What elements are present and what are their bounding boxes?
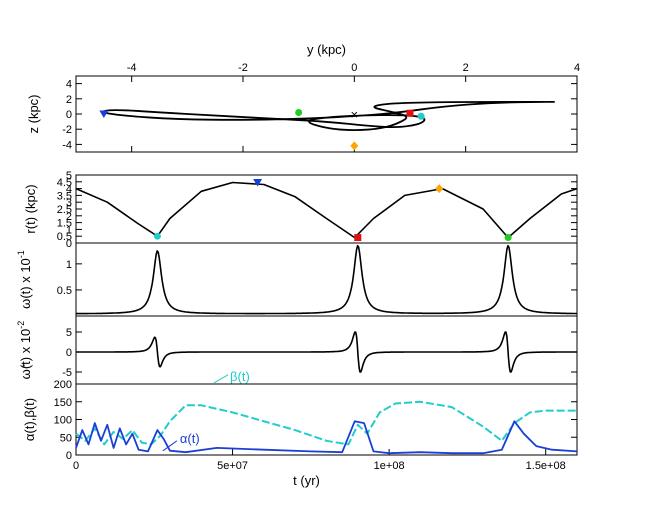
y-tick-label: 5 bbox=[66, 327, 72, 339]
orbit-marker-circle bbox=[295, 108, 303, 116]
radius-marker-circle bbox=[504, 234, 512, 242]
x-tick-label: 2 bbox=[463, 62, 469, 74]
y-tick-label: 1 bbox=[66, 259, 72, 271]
orbit-marker-diamond bbox=[350, 141, 359, 151]
orbit-marker-square bbox=[406, 109, 414, 117]
y-axis-label: α(t),β(t) bbox=[22, 398, 37, 441]
y-tick-label: -2 bbox=[62, 124, 72, 136]
y-tick-label: 2.5 bbox=[57, 204, 72, 216]
x-tick-label: 4 bbox=[574, 62, 580, 74]
omega-line bbox=[76, 244, 577, 315]
y-tick-label: 0 bbox=[66, 238, 72, 250]
beta-annotation: β(t) bbox=[230, 369, 250, 384]
center-marker: × bbox=[351, 107, 359, 122]
y-tick-label: 0 bbox=[66, 347, 72, 359]
x-tick-label: 1e+08 bbox=[374, 460, 405, 472]
y-tick-label: 150 bbox=[54, 397, 72, 409]
x-tick-label: 5e+07 bbox=[217, 460, 248, 472]
alpha-annotation: α(t) bbox=[180, 431, 200, 446]
y-tick-label: 50 bbox=[60, 432, 72, 444]
x-tick-label: 0 bbox=[73, 460, 79, 472]
y-axis-label: ω(t) x 10-2 bbox=[16, 321, 33, 380]
y-tick-label: 2 bbox=[66, 94, 72, 106]
radius-marker-diamond bbox=[435, 184, 444, 194]
y-axis-label-sup: -1 bbox=[16, 250, 26, 258]
y-tick-label: -5 bbox=[62, 367, 72, 379]
x-axis-label: y (kpc) bbox=[307, 42, 346, 57]
y-tick-label: 3.5 bbox=[57, 190, 72, 202]
y-tick-label: 0.5 bbox=[57, 231, 72, 243]
y-tick-label: 4 bbox=[66, 184, 72, 196]
y-axis-label: r(t) (kpc) bbox=[23, 184, 38, 233]
y-tick-label: 0.5 bbox=[57, 285, 72, 297]
y-axis-label-sup: -2 bbox=[16, 321, 26, 329]
x-tick-label: -4 bbox=[127, 62, 137, 74]
orbit-marker-circle bbox=[417, 112, 425, 120]
y-tick-label: 100 bbox=[54, 415, 72, 427]
x-axis-label: t (yr) bbox=[293, 473, 320, 488]
y-tick-label: 1.5 bbox=[57, 218, 72, 230]
y-tick-label: -4 bbox=[62, 139, 72, 151]
y-axis-label: ω(t) x 10-1 bbox=[16, 250, 33, 309]
beta-line bbox=[75, 400, 577, 446]
radius-marker-circle bbox=[153, 232, 161, 240]
y-tick-label: 200 bbox=[54, 379, 72, 391]
x-tick-label: -2 bbox=[238, 62, 248, 74]
radius-marker-triangle bbox=[253, 178, 263, 187]
orbit-marker-triangle bbox=[99, 110, 109, 118]
y-tick-label: 1 bbox=[66, 224, 72, 236]
y-tick-label: 3 bbox=[66, 197, 72, 209]
x-tick-label: 0 bbox=[351, 62, 357, 74]
y-axis-label-dot: · bbox=[22, 358, 26, 373]
y-tick-label: 0 bbox=[66, 450, 72, 462]
y-tick-label: 2 bbox=[66, 211, 72, 223]
y-tick-label: 4 bbox=[66, 79, 72, 91]
omegadot-line bbox=[76, 331, 578, 373]
y-tick-label: 0 bbox=[66, 109, 72, 121]
alpha-line bbox=[75, 420, 578, 455]
beta-arrow bbox=[213, 374, 229, 384]
y-axis-label: z (kpc) bbox=[26, 95, 41, 134]
y-tick-label: 5 bbox=[66, 170, 72, 182]
orbit-path bbox=[102, 100, 555, 132]
alpha-arrow bbox=[162, 440, 178, 452]
y-tick-label: 4.5 bbox=[57, 177, 72, 189]
radius-marker-square bbox=[354, 234, 362, 242]
x-tick-label: 1.5e+08 bbox=[526, 460, 566, 472]
